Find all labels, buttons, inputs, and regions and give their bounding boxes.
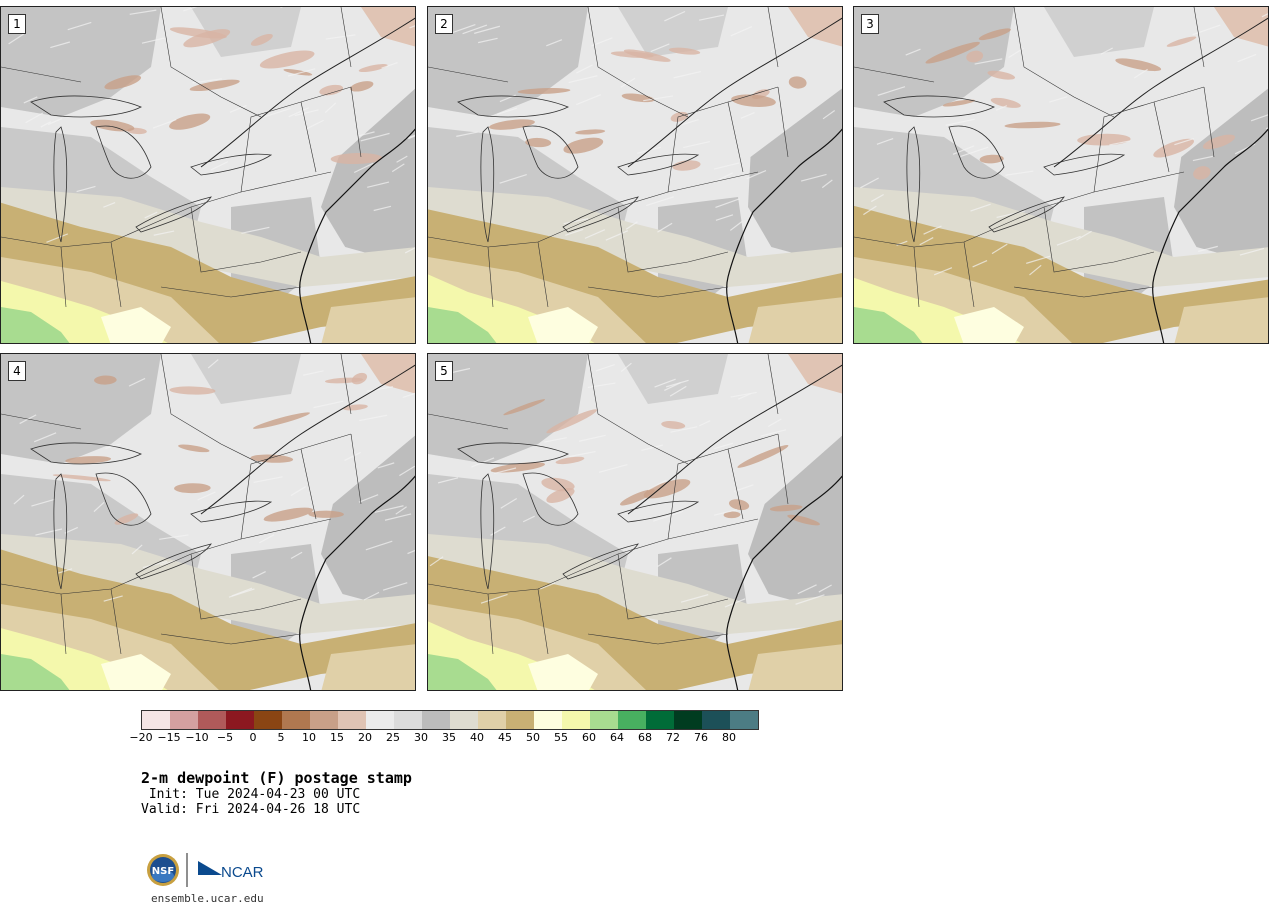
colorbar-tick-label: 40 <box>470 731 484 744</box>
colorbar-segment-2 <box>198 711 226 729</box>
colorbar-segment-16 <box>590 711 618 729</box>
colorbar-tick-label: 45 <box>498 731 512 744</box>
colorbar-segment-20 <box>702 711 730 729</box>
colorbar-tick-label: −15 <box>157 731 181 744</box>
colorbar-segment-21 <box>730 711 758 729</box>
colorbar-tick-labels: −20 −15 −10 −5 0 5 10 15 20 25 30 35 40 45 50 55 60 64 68 7… <box>129 731 757 751</box>
colorbar-segment-7 <box>338 711 366 729</box>
panel-member-number: 4 <box>8 361 26 381</box>
ensemble-member-panel-3: 3 <box>853 6 1269 344</box>
dewpoint-map <box>854 7 1268 343</box>
colorbar-tick-label: 0 <box>249 731 257 744</box>
colorbar-segment-15 <box>562 711 590 729</box>
colorbar-segment-13 <box>506 711 534 729</box>
panel-member-number: 2 <box>435 14 453 34</box>
colorbar-segment-4 <box>254 711 282 729</box>
valid-time: Valid: Fri 2024-04-26 18 UTC <box>141 802 361 817</box>
colorbar-tick-label: 60 <box>582 731 596 744</box>
colorbar-segment-1 <box>170 711 198 729</box>
dewpoint-map <box>1 7 415 343</box>
colorbar-tick-label: 64 <box>610 731 624 744</box>
colorbar-segment-14 <box>534 711 562 729</box>
nsf-logo-text: NSF <box>152 866 174 877</box>
colorbar-segment-0 <box>142 711 170 729</box>
colorbar-segment-3 <box>226 711 254 729</box>
colorbar-tick-label: 10 <box>302 731 316 744</box>
colorbar-segment-5 <box>282 711 310 729</box>
colorbar-tick-label: 55 <box>554 731 568 744</box>
colorbar-tick-label: 72 <box>666 731 680 744</box>
nsf-logo-icon: NSF <box>147 854 179 886</box>
colorbar-segment-19 <box>674 711 702 729</box>
colorbar-tick-label: 15 <box>330 731 344 744</box>
ensemble-member-panel-4: 4 <box>0 353 416 691</box>
chart-title: 2-m dewpoint (F) postage stamp <box>141 769 412 787</box>
colorbar-segment-9 <box>394 711 422 729</box>
colorbar-segment-12 <box>478 711 506 729</box>
panel-member-number: 1 <box>8 14 26 34</box>
dewpoint-map <box>1 354 415 690</box>
colorbar-tick-label: 35 <box>442 731 456 744</box>
colorbar-tick-label: 80 <box>722 731 736 744</box>
init-time: Init: Tue 2024-04-23 00 UTC <box>141 787 361 802</box>
panel-member-number: 3 <box>861 14 879 34</box>
logos: NSF NCAR <box>145 851 285 891</box>
colorbar-segment-8 <box>366 711 394 729</box>
colorbar-tick-label: −5 <box>216 731 234 744</box>
dewpoint-colorbar <box>141 710 759 730</box>
ncar-logo-icon: NCAR <box>198 861 264 881</box>
colorbar-tick-label: 20 <box>358 731 372 744</box>
site-url: ensemble.ucar.edu <box>151 892 264 905</box>
colorbar-segment-10 <box>422 711 450 729</box>
colorbar-tick-label: 76 <box>694 731 708 744</box>
ensemble-member-panel-1: 1 <box>0 6 416 344</box>
ncar-logo-text: NCAR <box>221 864 264 881</box>
dewpoint-map <box>428 7 842 343</box>
colorbar-tick-label: 5 <box>277 731 285 744</box>
colorbar-tick-label: −20 <box>129 731 153 744</box>
colorbar-tick-label: 50 <box>526 731 540 744</box>
colorbar-tick-label: 68 <box>638 731 652 744</box>
colorbar-segment-6 <box>310 711 338 729</box>
dewpoint-map <box>428 354 842 690</box>
colorbar-segment-18 <box>646 711 674 729</box>
ensemble-member-panel-5: 5 <box>427 353 843 691</box>
colorbar-segment-11 <box>450 711 478 729</box>
colorbar-tick-label: −10 <box>185 731 209 744</box>
colorbar-tick-label: 30 <box>414 731 428 744</box>
colorbar-segment-17 <box>618 711 646 729</box>
ensemble-member-panel-2: 2 <box>427 6 843 344</box>
colorbar-tick-label: 25 <box>386 731 400 744</box>
panel-member-number: 5 <box>435 361 453 381</box>
